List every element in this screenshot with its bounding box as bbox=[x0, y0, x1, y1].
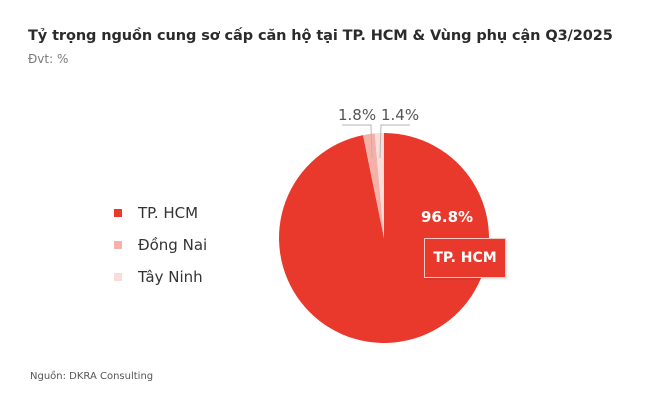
legend-label: Đồng Nai bbox=[138, 236, 208, 254]
chart-title: Tỷ trọng nguồn cung sơ cấp căn hộ tại TP… bbox=[28, 28, 613, 44]
dong-nai-value-label: 1.8% bbox=[338, 106, 376, 124]
unit-label: Đvt: % bbox=[28, 52, 69, 66]
legend-label: TP. HCM bbox=[138, 204, 199, 222]
legend-swatch-tay-ninh bbox=[114, 273, 122, 281]
slice-dong-nai bbox=[363, 133, 384, 238]
legend-label: Tây Ninh bbox=[138, 268, 203, 286]
tay-ninh-value-label: 1.4% bbox=[381, 106, 419, 124]
legend-swatch-hcm bbox=[114, 209, 122, 217]
legend-item-hcm: TP. HCM bbox=[114, 197, 207, 229]
hcm-callout: TP. HCM bbox=[424, 238, 506, 278]
hcm-value-label: 96.8% bbox=[421, 208, 473, 226]
leader-line-tay-ninh bbox=[379, 124, 410, 159]
pie-slices bbox=[279, 133, 490, 343]
slice-tay-ninh bbox=[374, 133, 384, 238]
leader-line-dong-nai bbox=[342, 124, 373, 159]
source-note: Nguồn: DKRA Consulting bbox=[30, 371, 154, 382]
legend-swatch-dong-nai bbox=[114, 241, 122, 249]
legend-item-tay-ninh: Tây Ninh bbox=[114, 261, 207, 293]
legend: TP. HCM Đồng Nai Tây Ninh bbox=[114, 197, 207, 293]
legend-item-dong-nai: Đồng Nai bbox=[114, 229, 207, 261]
